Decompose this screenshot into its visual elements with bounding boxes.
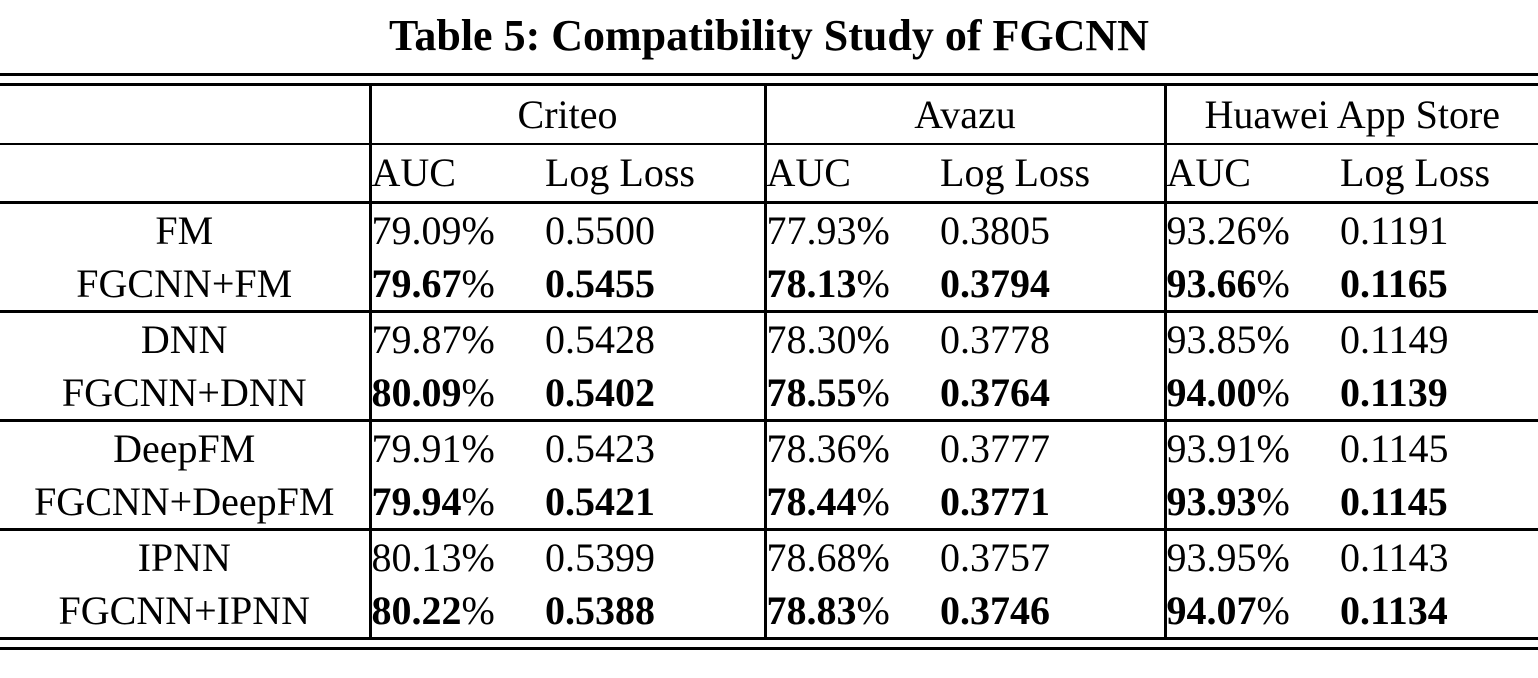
criteo-auc-value: 79.87% (368, 310, 545, 366)
huawei-auc-value: 93.91% (1163, 419, 1341, 475)
avazu-logloss-value: 0.3764 (940, 369, 1051, 415)
table-row-deepfm: DeepFM 79.91% 0.5423 78.36% 0.3777 93.91… (0, 419, 1538, 475)
corner-empty-cell (0, 144, 370, 204)
huawei-auc-value: 93.66% (1163, 257, 1341, 312)
model-name: FGCNN+DNN (61, 369, 307, 415)
avazu-auc-header: AUC (763, 144, 941, 204)
avazu-auc-value: 78.83% (763, 584, 941, 637)
column-group-criteo: Criteo (368, 86, 766, 145)
compatibility-table: Criteo Avazu Huawei App Store AUC Log Lo… (0, 86, 1538, 637)
dataset-header-row: Criteo Avazu Huawei App Store (0, 86, 1538, 145)
avazu-logloss-value: 0.3778 (940, 310, 1166, 366)
huawei-logloss-value: 0.1145 (1340, 419, 1538, 475)
table-caption: Table 5: Compatibility Study of FGCNN (389, 11, 1149, 60)
avazu-logloss-value: 0.3771 (940, 478, 1051, 524)
avazu-auc-value: 78.30% (763, 310, 941, 366)
bottom-double-rule (0, 637, 1538, 650)
criteo-auc-value: 79.09% (368, 202, 545, 257)
huawei-auc-value: 93.26% (1163, 202, 1341, 257)
table-row-dnn: DNN 79.87% 0.5428 78.30% 0.3778 93.85% 0… (0, 310, 1538, 366)
criteo-auc-value: 79.94% (368, 475, 545, 530)
huawei-auc-value: 94.00% (1163, 366, 1341, 421)
table-row-fgcnn-ipnn: FGCNN+IPNN 80.22% 0.5388 78.83% 0.3746 9… (0, 584, 1538, 637)
criteo-auc-value: 80.09% (368, 366, 545, 421)
huawei-logloss-value: 0.1191 (1340, 207, 1449, 253)
avazu-auc-value: 78.55% (763, 366, 941, 421)
model-name: FGCNN+IPNN (58, 587, 310, 633)
table-row-fm: FM 79.09% 0.5500 77.93% 0.3805 93.26% 0.… (0, 202, 1538, 257)
criteo-auc-value: 79.67% (368, 257, 545, 312)
huawei-auc-header: AUC (1163, 144, 1341, 204)
avazu-logloss-value: 0.3757 (940, 528, 1166, 584)
huawei-logloss-value: 0.1139 (1340, 369, 1448, 415)
criteo-auc-value: 79.91% (368, 419, 545, 475)
huawei-logloss-value: 0.1145 (1340, 478, 1448, 524)
huawei-auc-value: 93.93% (1163, 475, 1341, 530)
criteo-auc-value: 80.22% (368, 584, 545, 637)
model-name: IPNN (0, 528, 370, 584)
avazu-logloss-value: 0.3794 (940, 260, 1051, 306)
criteo-logloss-header: Log Loss (545, 144, 766, 204)
avazu-auc-value: 78.44% (763, 475, 941, 530)
avazu-auc-value: 78.68% (763, 528, 941, 584)
avazu-auc-value: 77.93% (763, 202, 941, 257)
model-name: FGCNN+DeepFM (34, 478, 335, 524)
criteo-logloss-value: 0.5388 (545, 587, 655, 633)
table-row-fgcnn-fm: FGCNN+FM 79.67% 0.5455 78.13% 0.3794 93.… (0, 257, 1538, 312)
model-name: DNN (0, 310, 370, 366)
criteo-logloss-value: 0.5402 (545, 369, 655, 415)
criteo-logloss-value: 0.5421 (545, 478, 655, 524)
criteo-auc-value: 80.13% (368, 528, 545, 584)
criteo-logloss-value: 0.5423 (545, 419, 766, 475)
avazu-logloss-value: 0.3777 (940, 419, 1166, 475)
huawei-auc-value: 93.95% (1163, 528, 1341, 584)
avazu-logloss-header: Log Loss (940, 144, 1166, 204)
corner-empty-cell (0, 86, 370, 145)
metric-header-row: AUC Log Loss AUC Log Loss AUC Log Loss (0, 144, 1538, 204)
huawei-logloss-value: 0.1165 (1340, 260, 1448, 306)
column-group-huawei-app-store: Huawei App Store (1163, 86, 1538, 145)
huawei-logloss-header: Log Loss (1340, 144, 1538, 204)
huawei-logloss-value: 0.1149 (1340, 310, 1538, 366)
model-name: FGCNN+FM (76, 260, 293, 306)
top-double-rule (0, 73, 1538, 86)
avazu-auc-value: 78.13% (763, 257, 941, 312)
huawei-auc-value: 94.07% (1163, 584, 1341, 637)
criteo-logloss-value: 0.5455 (545, 260, 655, 306)
table-row-ipnn: IPNN 80.13% 0.5399 78.68% 0.3757 93.95% … (0, 528, 1538, 584)
huawei-logloss-value: 0.1143 (1340, 528, 1538, 584)
huawei-logloss-value: 0.1134 (1340, 587, 1448, 633)
model-name: DeepFM (0, 419, 370, 475)
table-row-fgcnn-dnn: FGCNN+DNN 80.09% 0.5402 78.55% 0.3764 94… (0, 366, 1538, 421)
avazu-logloss-value: 0.3805 (940, 207, 1051, 253)
criteo-logloss-value: 0.5399 (545, 528, 766, 584)
avazu-logloss-value: 0.3746 (940, 587, 1051, 633)
table-row-fgcnn-deepfm: FGCNN+DeepFM 79.94% 0.5421 78.44% 0.3771… (0, 475, 1538, 530)
criteo-logloss-value: 0.5500 (545, 207, 655, 253)
column-group-avazu: Avazu (763, 86, 1166, 145)
avazu-auc-value: 78.36% (763, 419, 941, 475)
criteo-logloss-value: 0.5428 (545, 310, 766, 366)
model-name: FM (155, 207, 214, 253)
huawei-auc-value: 93.85% (1163, 310, 1341, 366)
criteo-auc-header: AUC (368, 144, 545, 204)
